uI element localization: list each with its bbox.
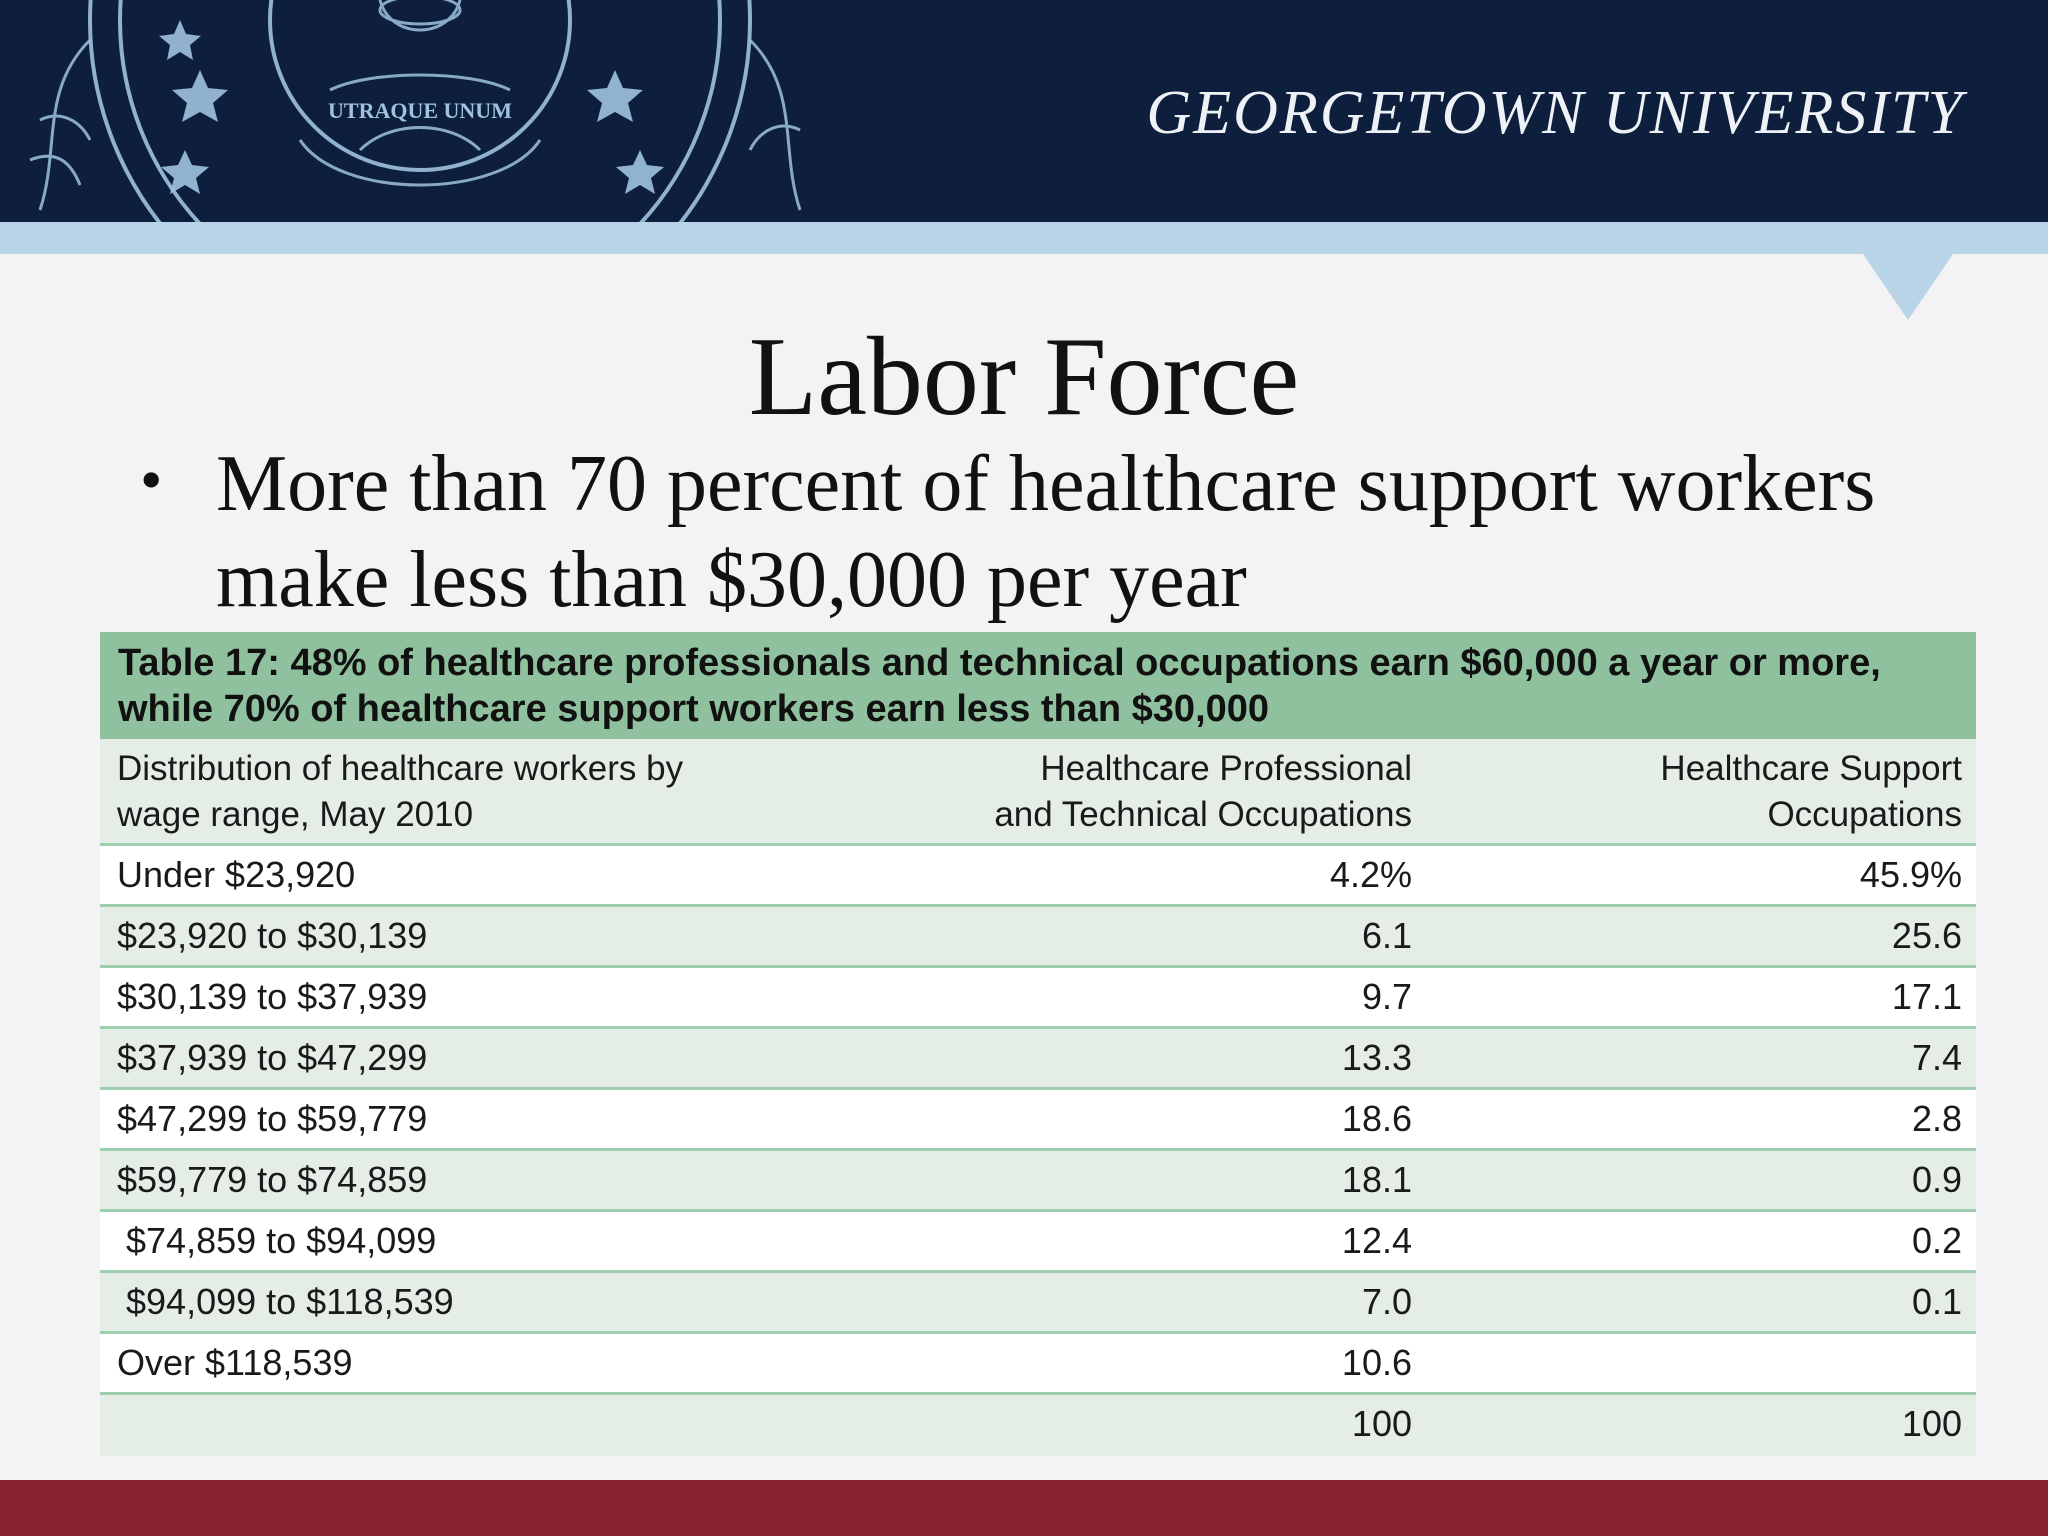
cell-wage-range: $47,299 to $59,779 <box>117 1098 428 1139</box>
header-text: and Technical Occupations <box>994 795 1412 834</box>
header-text: Healthcare Professional <box>1040 749 1412 788</box>
footer-bar <box>0 1480 2048 1536</box>
table-total-row: 100 100 <box>100 1395 1976 1456</box>
table-header-row: Distribution of healthcare workers by wa… <box>100 739 1976 846</box>
cell-support: 0.2 <box>1911 1220 1962 1261</box>
cell-wage-range: $23,920 to $30,139 <box>117 915 428 956</box>
cell-support: 25.6 <box>1891 915 1962 956</box>
cell-wage-range: $59,779 to $74,859 <box>117 1159 428 1200</box>
cell-professional: 18.1 <box>1341 1159 1412 1200</box>
header-text: Healthcare Support <box>1660 749 1962 788</box>
header-notch <box>1863 254 1953 320</box>
cell-wage-range: $74,859 to $94,099 <box>126 1220 437 1261</box>
header-wage-range: Distribution of healthcare workers by wa… <box>100 739 890 843</box>
table-row: $59,779 to $74,859 18.1 0.9 <box>100 1151 1976 1212</box>
cell-support: 7.4 <box>1911 1037 1962 1078</box>
cell-professional: 7.0 <box>1361 1281 1412 1322</box>
table-row: $94,099 to $118,539 7.0 0.1 <box>100 1273 1976 1334</box>
seal-motto: UTRAQUE UNUM <box>328 98 512 123</box>
table-caption: Table 17: 48% of healthcare professional… <box>100 632 1976 739</box>
cell-wage-range: $30,139 to $37,939 <box>117 976 428 1017</box>
wage-distribution-table: Table 17: 48% of healthcare professional… <box>100 632 1976 1456</box>
cell-wage-range: Under $23,920 <box>117 854 356 895</box>
header-text: Distribution of healthcare workers by <box>117 749 684 788</box>
cell-support: 45.9% <box>1859 854 1962 895</box>
cell-professional: 9.7 <box>1361 976 1412 1017</box>
slide-title: Labor Force <box>748 315 1300 439</box>
table-row: $74,859 to $94,099 12.4 0.2 <box>100 1212 1976 1273</box>
header-stripe <box>0 222 2048 254</box>
header-text: Occupations <box>1767 795 1962 834</box>
cell-wage-range: $37,939 to $47,299 <box>117 1037 428 1078</box>
table-row: Over $118,539 10.6 <box>100 1334 1976 1395</box>
table-row: Under $23,920 4.2% 45.9% <box>100 846 1976 907</box>
cell-support-total: 100 <box>1901 1403 1962 1444</box>
cell-support: 0.1 <box>1911 1281 1962 1322</box>
bullet-text: More than 70 percent of healthcare suppo… <box>216 440 1876 624</box>
cell-wage-range <box>100 1395 890 1456</box>
header-support: Healthcare Support Occupations <box>1412 739 1976 843</box>
cell-professional-total: 100 <box>1351 1403 1412 1444</box>
cell-support: 2.8 <box>1911 1098 1962 1139</box>
cell-professional: 6.1 <box>1361 915 1412 956</box>
cell-professional: 18.6 <box>1341 1098 1412 1139</box>
header-text: wage range, May 2010 <box>117 795 474 834</box>
table-row: $30,139 to $37,939 9.7 17.1 <box>100 968 1976 1029</box>
university-wordmark: GEORGETOWN UNIVERSITY <box>1146 79 1964 147</box>
cell-support <box>1412 1334 1976 1392</box>
cell-support: 0.9 <box>1911 1159 1962 1200</box>
cell-support: 17.1 <box>1891 976 1962 1017</box>
header-banner: UTRAQUE UNUM GEORGETOWN UNIVERSITY <box>0 0 2048 222</box>
table-row: $47,299 to $59,779 18.6 2.8 <box>100 1090 1976 1151</box>
header-professional: Healthcare Professional and Technical Oc… <box>890 739 1412 843</box>
cell-professional: 4.2% <box>1329 854 1412 895</box>
cell-professional: 10.6 <box>1341 1342 1412 1383</box>
table-row: $23,920 to $30,139 6.1 25.6 <box>100 907 1976 968</box>
cell-professional: 13.3 <box>1341 1037 1412 1078</box>
table-row: $37,939 to $47,299 13.3 7.4 <box>100 1029 1976 1090</box>
cell-professional: 12.4 <box>1341 1220 1412 1261</box>
bullet-marker: • <box>140 444 163 515</box>
cell-wage-range: $94,099 to $118,539 <box>126 1281 454 1322</box>
cell-wage-range: Over $118,539 <box>117 1342 353 1383</box>
university-seal-logo: UTRAQUE UNUM <box>29 0 802 222</box>
